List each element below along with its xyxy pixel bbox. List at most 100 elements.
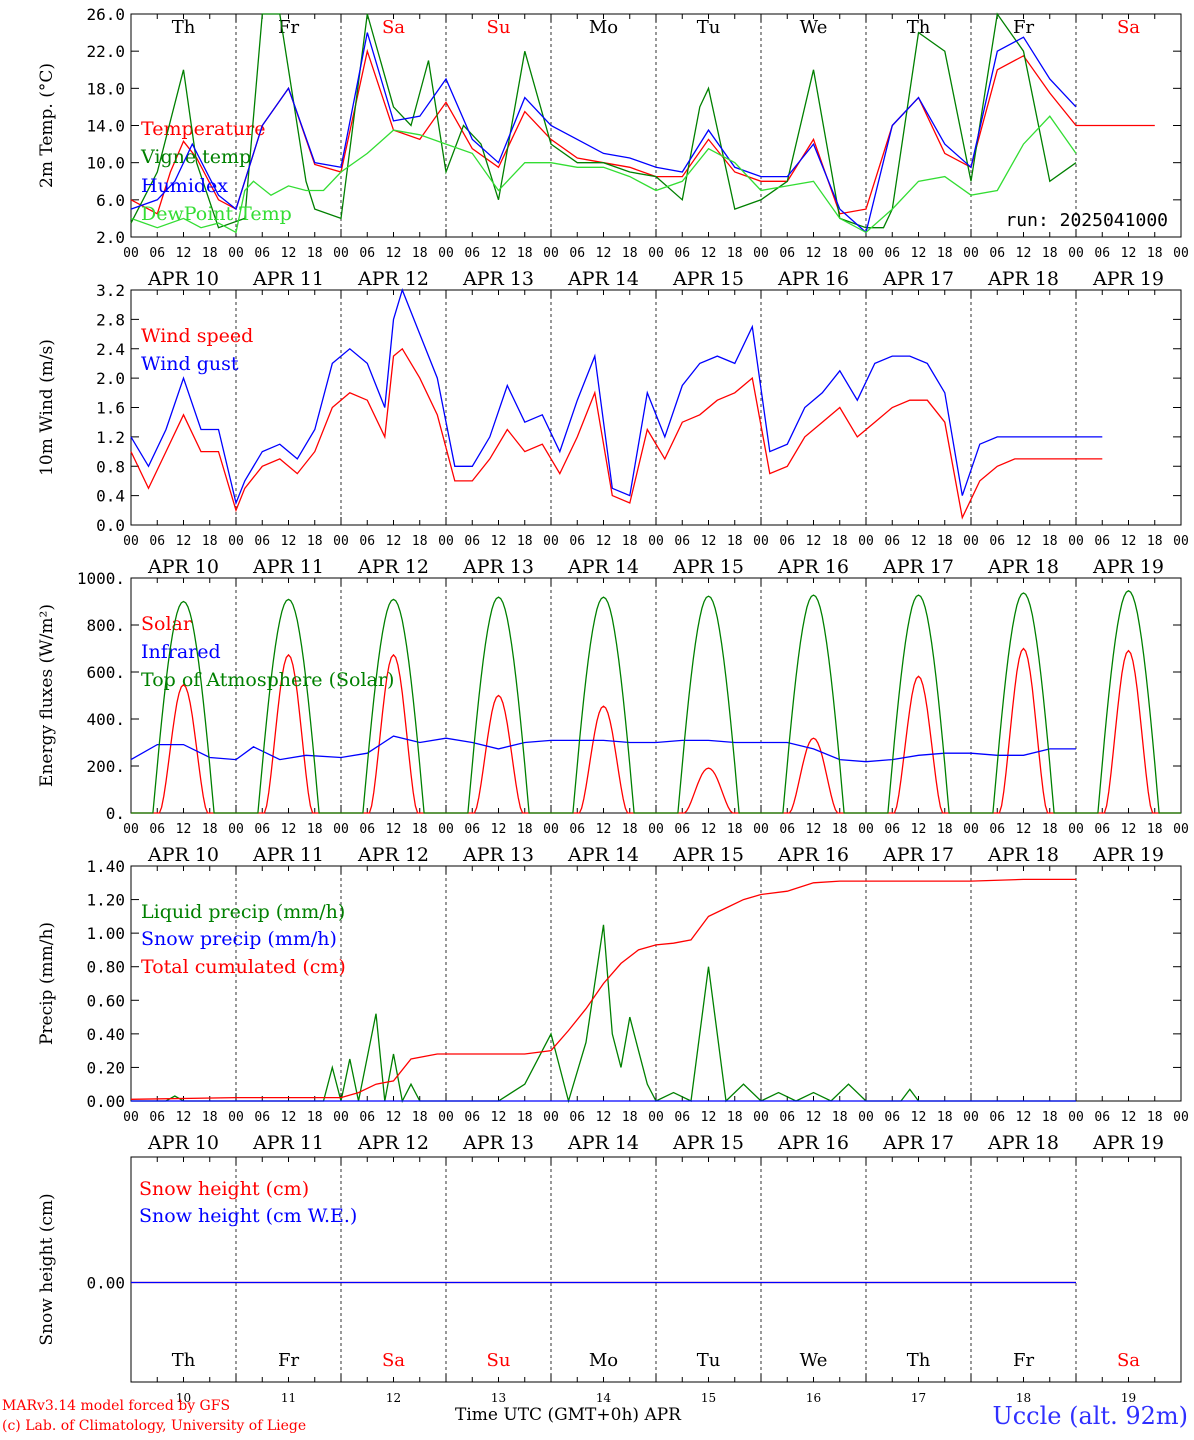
hour-tick-label: 12 (911, 1110, 927, 1125)
hour-tick-label: 18 (1042, 1110, 1058, 1125)
day-number: 18 (1016, 1391, 1031, 1405)
date-label: APR 12 (357, 844, 429, 866)
hour-tick-label: 00 (648, 1110, 664, 1125)
date-label: APR 10 (147, 556, 219, 578)
date-label: APR 14 (567, 556, 639, 578)
day-label: Sa (1117, 1350, 1140, 1371)
day-number: 14 (596, 1391, 612, 1405)
y-tick-label: 22.0 (86, 42, 125, 61)
date-label: APR 10 (147, 1132, 219, 1154)
hour-tick-label: 00 (1068, 822, 1084, 837)
hour-tick-label: 12 (806, 822, 822, 837)
hour-tick-label: 18 (727, 1110, 743, 1125)
hour-tick-label: 00 (753, 534, 769, 549)
date-label: APR 17 (882, 268, 954, 290)
hour-tick-label: 06 (989, 822, 1005, 837)
date-label: APR 13 (462, 1132, 534, 1154)
lab-credit: (c) Lab. of Climatology, University of L… (2, 1418, 307, 1434)
hour-tick-label: 06 (254, 1110, 270, 1125)
hour-tick-label: 06 (779, 534, 795, 549)
hour-tick-label: 06 (254, 246, 270, 261)
legend-label: Temperature (141, 118, 265, 140)
hour-tick-label: 00 (1173, 822, 1189, 837)
y-axis-label: Energy fluxes (W/m²) (37, 604, 57, 787)
hour-tick-label: 12 (806, 534, 822, 549)
date-label: APR 14 (567, 268, 639, 290)
hour-tick-label: 12 (701, 534, 717, 549)
y-axis-label: Precip (mm/h) (37, 922, 57, 1045)
hour-tick-label: 18 (307, 246, 323, 261)
date-label: APR 12 (357, 268, 429, 290)
date-label: APR 10 (147, 268, 219, 290)
legend-label: Solar (141, 613, 193, 635)
hour-tick-label: 00 (228, 822, 244, 837)
series-line-blue (130, 735, 1076, 763)
hour-tick-label: 18 (622, 534, 638, 549)
hour-tick-label: 00 (333, 1110, 349, 1125)
hour-tick-label: 06 (884, 246, 900, 261)
hour-tick-label: 06 (149, 1110, 165, 1125)
hour-tick-label: 18 (1147, 822, 1163, 837)
y-tick-label: 0.80 (86, 958, 125, 977)
model-credit: MARv3.14 model forced by GFS (2, 1398, 231, 1414)
hour-tick-label: 06 (254, 534, 270, 549)
hour-tick-label: 00 (333, 822, 349, 837)
hour-tick-label: 00 (123, 534, 139, 549)
day-number: 17 (911, 1391, 926, 1405)
day-label: Fr (278, 1350, 299, 1371)
hour-tick-label: 12 (386, 534, 402, 549)
day-label: Sa (382, 1350, 405, 1371)
series-line-red (130, 347, 1103, 520)
date-label: APR 17 (882, 844, 954, 866)
day-label: Sa (1117, 17, 1140, 38)
hour-tick-label: 12 (386, 246, 402, 261)
hour-tick-label: 06 (1094, 534, 1110, 549)
series-line-light_green (130, 115, 1077, 234)
hour-tick-label: 18 (307, 1110, 323, 1125)
day-label: Th (172, 17, 196, 38)
y-tick-label: 1000. (77, 569, 125, 588)
hour-tick-label: 12 (911, 534, 927, 549)
day-label: Su (487, 1350, 511, 1371)
y-tick-label: 10.0 (86, 154, 125, 173)
date-label: APR 11 (252, 844, 324, 866)
y-tick-label: 18.0 (86, 79, 125, 98)
hour-tick-label: 00 (1173, 246, 1189, 261)
hour-tick-label: 00 (963, 534, 979, 549)
day-number: 13 (491, 1391, 506, 1405)
hour-tick-label: 00 (648, 534, 664, 549)
date-label: APR 11 (252, 1132, 324, 1154)
run-label: run: 2025041000 (1005, 210, 1168, 231)
hour-tick-label: 00 (228, 246, 244, 261)
hour-tick-label: 18 (727, 534, 743, 549)
hour-tick-label: 18 (202, 246, 218, 261)
hour-tick-label: 18 (622, 1110, 638, 1125)
x-axis-month: APR (644, 1405, 681, 1425)
legend-label: Humidex (141, 175, 228, 197)
hour-tick-label: 18 (307, 822, 323, 837)
y-tick-label: 3.2 (96, 281, 125, 300)
date-label: APR 15 (672, 556, 744, 578)
hour-tick-label: 00 (228, 534, 244, 549)
hour-tick-label: 18 (937, 246, 953, 261)
hour-tick-label: 06 (674, 822, 690, 837)
legend-label: Liquid precip (mm/h) (141, 901, 345, 923)
hour-tick-label: 12 (491, 1110, 507, 1125)
day-label: Tu (697, 1350, 721, 1371)
hour-tick-label: 06 (884, 534, 900, 549)
y-tick-label: 1.2 (96, 428, 125, 447)
hour-tick-label: 12 (1016, 246, 1032, 261)
y-tick-label: 800. (86, 616, 125, 635)
hour-tick-label: 06 (989, 1110, 1005, 1125)
hour-tick-label: 12 (491, 822, 507, 837)
hour-tick-label: 12 (176, 534, 192, 549)
hour-tick-label: 18 (412, 534, 428, 549)
hour-tick-label: 06 (1094, 822, 1110, 837)
hour-tick-label: 06 (779, 1110, 795, 1125)
date-label: APR 19 (1092, 556, 1164, 578)
series-line-green (131, 590, 1181, 814)
day-label: Fr (1013, 1350, 1034, 1371)
hour-tick-label: 12 (176, 1110, 192, 1125)
y-tick-label: 200. (86, 757, 125, 776)
